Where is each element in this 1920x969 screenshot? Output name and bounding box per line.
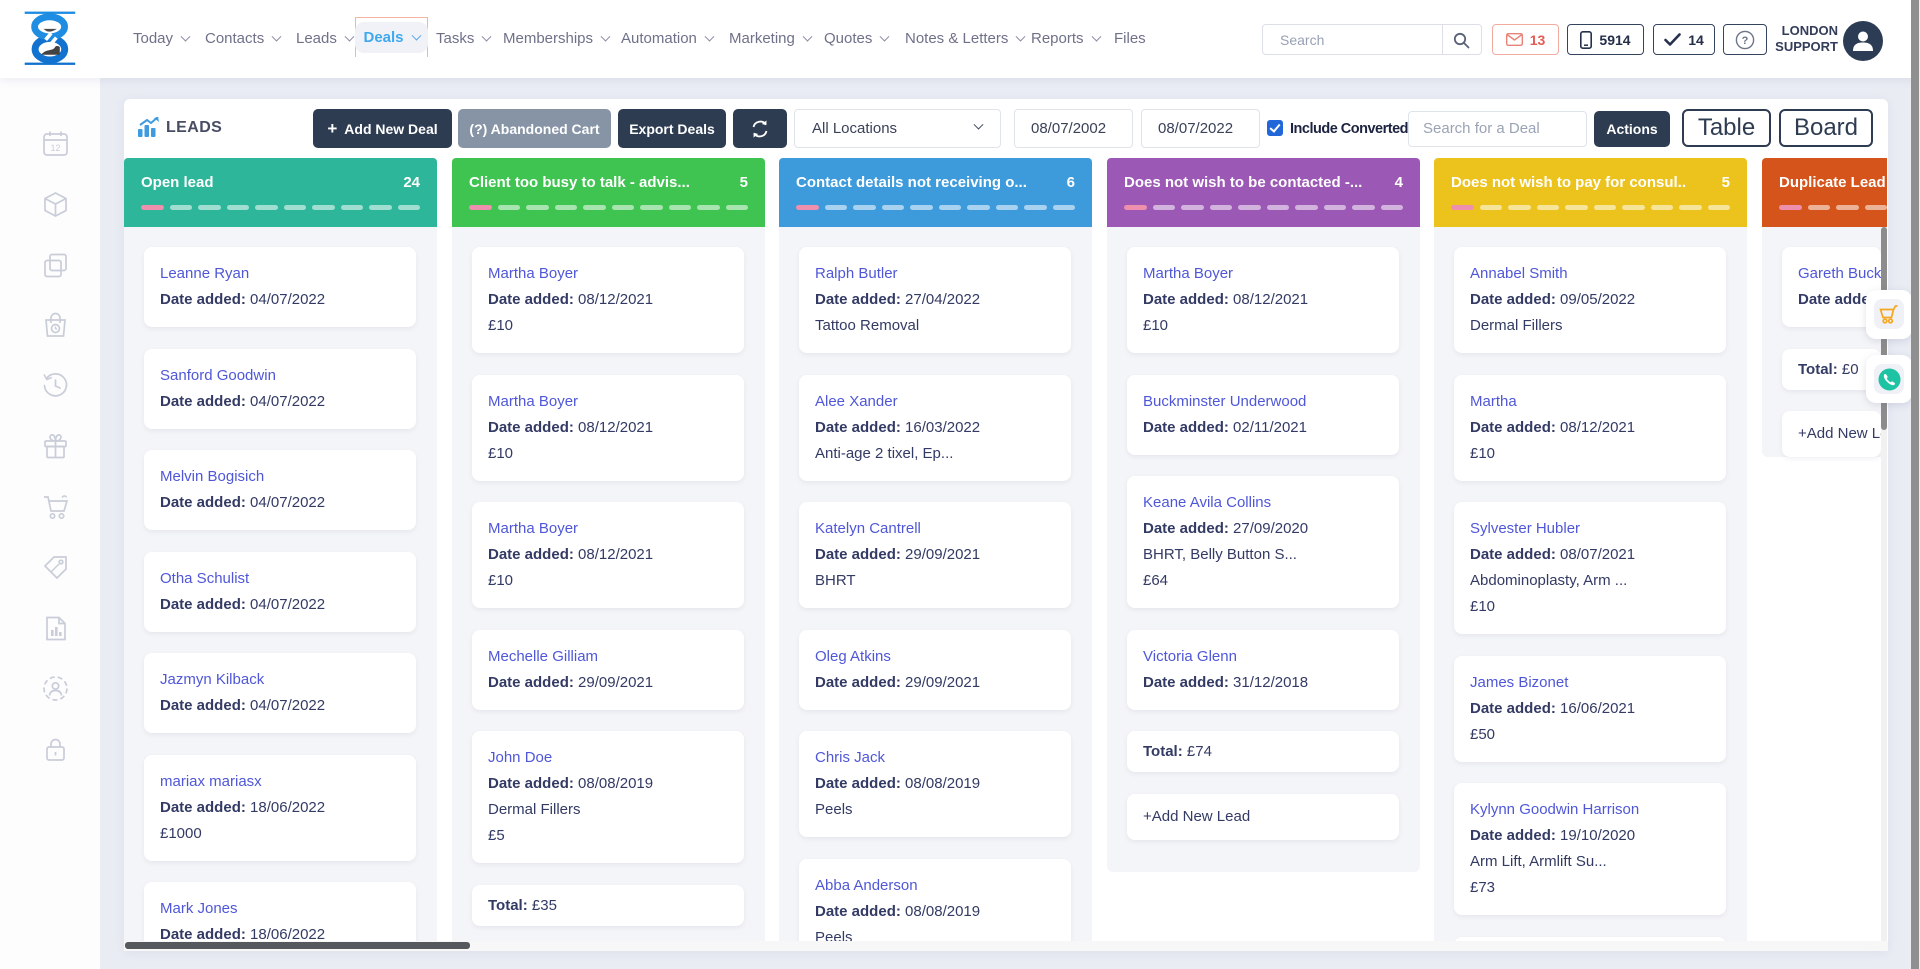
svg-text:?: ?	[1742, 35, 1749, 47]
svg-text:12: 12	[50, 143, 60, 153]
